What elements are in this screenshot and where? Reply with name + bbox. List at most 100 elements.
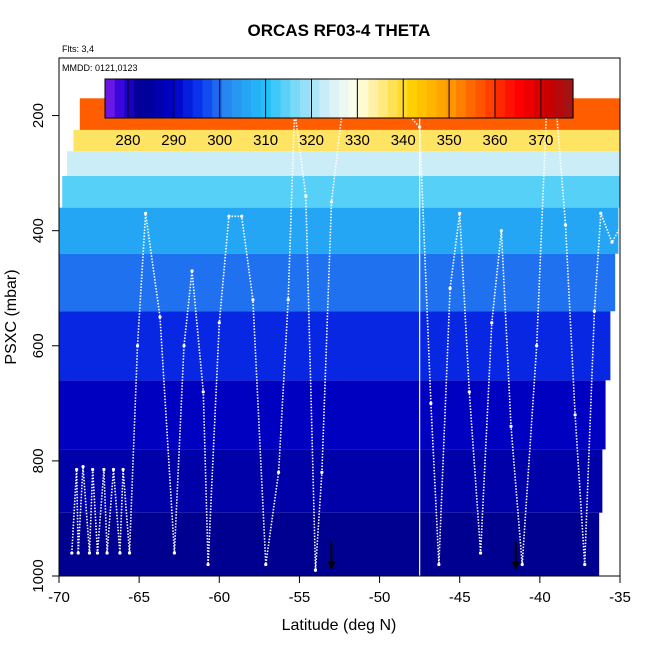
colorbar-cell [124,79,135,118]
flight-track-point [91,467,95,472]
flight-track-point [490,321,494,325]
colorbar-cell [329,79,340,118]
colorbar-cell [407,79,418,118]
marker-arrowhead [511,561,520,571]
x-tick-label: -50 [369,589,391,606]
x-tick-label: -40 [529,589,551,606]
colorbar-cell [426,79,438,118]
colorbar-cell [339,79,350,118]
heatmap-row-5 [59,253,616,312]
x-tick-label: -70 [48,589,70,606]
colorbar-tick-label: 360 [482,132,507,149]
colorbar-cell [543,79,555,118]
colorbar-cell [212,79,223,118]
colorbar-cell [485,79,496,118]
flight-track-point [448,286,452,290]
flight-track-point [313,568,318,572]
flight-track-point [143,211,148,215]
colorbar-cell [309,79,321,118]
colorbar-tick-label: 340 [391,132,416,149]
flight-track-point [70,551,74,555]
flight-track-point [276,470,281,474]
colorbar: 280 290 300 310 320 330 340 350 360 370 [104,78,574,149]
y-tick-label: 800 [30,448,47,473]
flight-track-point [75,467,79,472]
flight-track-point [264,562,268,567]
flight-track-point [563,223,568,227]
colorbar-cell [378,79,389,118]
flight-track-point [111,467,116,472]
colorbar-cell [144,79,155,118]
heatmap-row-9 [59,512,600,576]
colorbar-cell [514,79,525,118]
flight-track-point [121,467,125,472]
y-axis-label: PSXC (mbar) [3,269,20,364]
colorbar-cell [202,79,213,118]
colorbar-cell [114,79,126,118]
flight-track-point [102,467,106,472]
marker-arrowhead [327,561,336,571]
colorbar-tick-label: 300 [207,132,232,149]
colorbar-cell [290,79,301,118]
flight-track-point [535,344,539,348]
flight-track-point [286,298,290,302]
flight-track-point [304,194,308,198]
flight-track-point [172,551,177,555]
flight-track-point [227,214,231,218]
colorbar-cell [465,79,477,118]
flight-track-point [127,551,132,555]
flight-track-point [118,551,122,555]
colorbar-cell [563,79,574,118]
flight-track-point [592,309,596,313]
flight-track-point [87,551,92,555]
colorbar-cell [300,79,311,118]
flights-label: Flts: 3,4 [62,44,94,54]
x-tick-label: -45 [449,589,471,606]
axes: -70 -65 -60 -55 -50 -45 -40 -35 1000 800 600 400 200 [30,103,631,606]
colorbar-cell [241,79,252,118]
flight-track-point [201,390,205,394]
colorbar-cell [270,79,282,118]
colorbar-tick-label: 370 [528,132,553,149]
colorbar-cell [475,79,486,118]
x-axis-label: Latitude (deg N) [282,617,397,634]
colorbar-cell [163,79,174,118]
flight-track-point [135,344,140,348]
y-tick-label: 400 [30,218,47,243]
colorbar-cell [222,79,233,118]
colorbar-cell [183,79,194,118]
heatmap-row-2 [67,151,620,176]
colorbar-cell [231,79,243,118]
flight-track-point [499,229,503,233]
flight-track-line [71,101,621,571]
colorbar-cell [348,79,360,118]
flight-track-point [429,401,433,405]
heatmap-row-1 [73,129,620,152]
flight-track [70,101,622,576]
flight-track-point [95,551,100,555]
flight-track-point [190,269,194,273]
colorbar-cell [251,79,262,118]
colorbar-cell [368,79,379,118]
colorbar-tick-label: 350 [437,132,462,149]
heatmap-row-3 [62,175,621,208]
flight-track-point [105,551,109,555]
flight-track-point [520,562,524,567]
plot-frame [58,57,621,577]
colorbar-cell [358,79,369,118]
flight-track-point [251,298,255,302]
colorbar-tick-label: 320 [299,132,324,149]
markers [327,541,520,571]
colorbar-cell [417,79,428,118]
heatmap-row-8 [59,449,603,513]
x-tick-label: -35 [609,589,631,606]
colorbar-cell [153,79,165,118]
y-tick-label: 600 [30,333,47,358]
flight-track-point [320,470,324,474]
colorbar-cell [524,79,535,118]
flight-track-point [599,211,603,215]
chart-title: ORCAS RF03-4 THETA [248,21,431,40]
flight-track-point [583,562,587,567]
colorbar-cell [495,79,506,118]
flight-track-point [182,344,186,348]
